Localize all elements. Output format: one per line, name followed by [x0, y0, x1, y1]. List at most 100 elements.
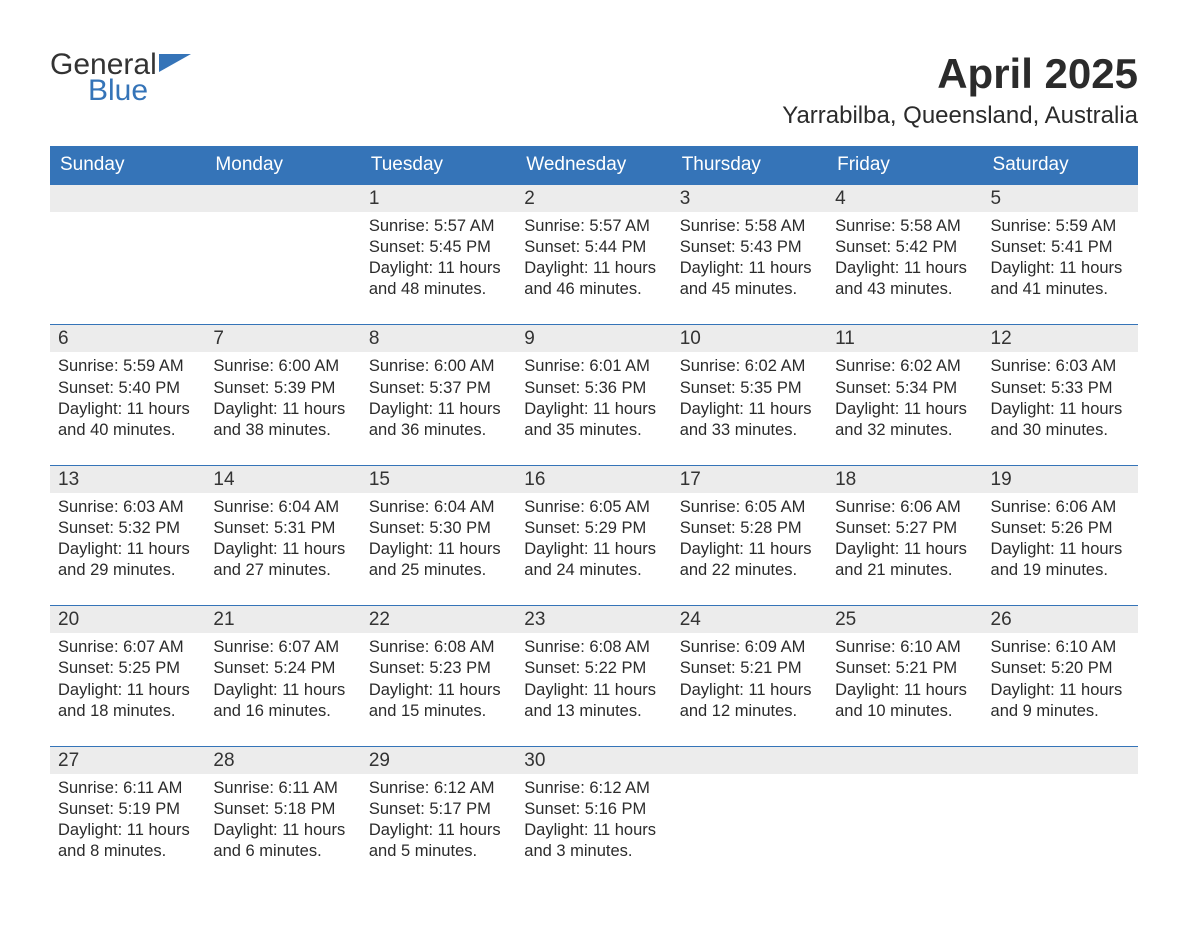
sunrise-line: Sunrise: 5:58 AM [835, 216, 974, 237]
title-block: April 2025 Yarrabilba, Queensland, Austr… [782, 50, 1138, 140]
day-number: 12 [983, 324, 1138, 352]
day-number [672, 746, 827, 774]
sunrise-line: Sunrise: 6:01 AM [524, 356, 663, 377]
day-number: 27 [50, 746, 205, 774]
sunset-line: Sunset: 5:40 PM [58, 378, 197, 399]
sunset-line: Sunset: 5:43 PM [680, 237, 819, 258]
sunset-line: Sunset: 5:22 PM [524, 658, 663, 679]
day-number: 9 [516, 324, 671, 352]
daylight-line: Daylight: 11 hours and 30 minutes. [991, 399, 1130, 441]
day-details: Sunrise: 6:09 AMSunset: 5:21 PMDaylight:… [672, 633, 827, 745]
calendar-page: General Blue April 2025 Yarrabilba, Quee… [0, 0, 1188, 936]
day-number: 13 [50, 465, 205, 493]
sunset-line: Sunset: 5:33 PM [991, 378, 1130, 399]
calendar-day-cell: 22Sunrise: 6:08 AMSunset: 5:23 PMDayligh… [361, 605, 516, 745]
sunset-line: Sunset: 5:44 PM [524, 237, 663, 258]
calendar-day-cell: 21Sunrise: 6:07 AMSunset: 5:24 PMDayligh… [205, 605, 360, 745]
sunset-line: Sunset: 5:34 PM [835, 378, 974, 399]
day-of-week-header: Thursday [672, 146, 827, 184]
day-details: Sunrise: 6:03 AMSunset: 5:32 PMDaylight:… [50, 493, 205, 605]
sunrise-line: Sunrise: 6:12 AM [524, 778, 663, 799]
day-of-week-header: Friday [827, 146, 982, 184]
day-details: Sunrise: 6:12 AMSunset: 5:16 PMDaylight:… [516, 774, 671, 886]
sail-icon [159, 54, 191, 72]
calendar-day-cell [983, 746, 1138, 886]
day-details: Sunrise: 6:08 AMSunset: 5:22 PMDaylight:… [516, 633, 671, 745]
daylight-line: Daylight: 11 hours and 45 minutes. [680, 258, 819, 300]
calendar-day-cell: 7Sunrise: 6:00 AMSunset: 5:39 PMDaylight… [205, 324, 360, 464]
sunrise-line: Sunrise: 6:06 AM [835, 497, 974, 518]
calendar-day-cell: 9Sunrise: 6:01 AMSunset: 5:36 PMDaylight… [516, 324, 671, 464]
day-details: Sunrise: 6:01 AMSunset: 5:36 PMDaylight:… [516, 352, 671, 464]
day-details: Sunrise: 6:04 AMSunset: 5:30 PMDaylight:… [361, 493, 516, 605]
daylight-line: Daylight: 11 hours and 18 minutes. [58, 680, 197, 722]
sunrise-line: Sunrise: 6:10 AM [835, 637, 974, 658]
day-details: Sunrise: 6:11 AMSunset: 5:19 PMDaylight:… [50, 774, 205, 886]
daylight-line: Daylight: 11 hours and 13 minutes. [524, 680, 663, 722]
calendar-day-cell: 18Sunrise: 6:06 AMSunset: 5:27 PMDayligh… [827, 465, 982, 605]
sunrise-line: Sunrise: 6:08 AM [524, 637, 663, 658]
day-number: 6 [50, 324, 205, 352]
calendar-day-cell: 16Sunrise: 6:05 AMSunset: 5:29 PMDayligh… [516, 465, 671, 605]
sunrise-line: Sunrise: 5:59 AM [991, 216, 1130, 237]
sunrise-line: Sunrise: 6:10 AM [991, 637, 1130, 658]
day-details: Sunrise: 5:57 AMSunset: 5:45 PMDaylight:… [361, 212, 516, 324]
day-details [672, 774, 827, 882]
daylight-line: Daylight: 11 hours and 32 minutes. [835, 399, 974, 441]
calendar-day-cell: 5Sunrise: 5:59 AMSunset: 5:41 PMDaylight… [983, 184, 1138, 324]
calendar-day-cell: 14Sunrise: 6:04 AMSunset: 5:31 PMDayligh… [205, 465, 360, 605]
day-details: Sunrise: 6:06 AMSunset: 5:26 PMDaylight:… [983, 493, 1138, 605]
day-number: 11 [827, 324, 982, 352]
day-number [205, 184, 360, 212]
calendar-day-cell [827, 746, 982, 886]
day-number: 29 [361, 746, 516, 774]
sunset-line: Sunset: 5:27 PM [835, 518, 974, 539]
calendar-day-cell [50, 184, 205, 324]
day-number: 2 [516, 184, 671, 212]
day-details [827, 774, 982, 882]
day-details: Sunrise: 6:00 AMSunset: 5:37 PMDaylight:… [361, 352, 516, 464]
sunrise-line: Sunrise: 6:07 AM [213, 637, 352, 658]
calendar-table: SundayMondayTuesdayWednesdayThursdayFrid… [50, 146, 1138, 886]
day-details: Sunrise: 6:05 AMSunset: 5:29 PMDaylight:… [516, 493, 671, 605]
day-number: 26 [983, 605, 1138, 633]
sunset-line: Sunset: 5:23 PM [369, 658, 508, 679]
sunset-line: Sunset: 5:30 PM [369, 518, 508, 539]
daylight-line: Daylight: 11 hours and 29 minutes. [58, 539, 197, 581]
calendar-day-cell: 28Sunrise: 6:11 AMSunset: 5:18 PMDayligh… [205, 746, 360, 886]
calendar-day-cell: 12Sunrise: 6:03 AMSunset: 5:33 PMDayligh… [983, 324, 1138, 464]
daylight-line: Daylight: 11 hours and 33 minutes. [680, 399, 819, 441]
calendar-day-cell: 26Sunrise: 6:10 AMSunset: 5:20 PMDayligh… [983, 605, 1138, 745]
day-details: Sunrise: 6:05 AMSunset: 5:28 PMDaylight:… [672, 493, 827, 605]
day-number: 28 [205, 746, 360, 774]
sunset-line: Sunset: 5:21 PM [835, 658, 974, 679]
sunset-line: Sunset: 5:39 PM [213, 378, 352, 399]
calendar-week-row: 27Sunrise: 6:11 AMSunset: 5:19 PMDayligh… [50, 746, 1138, 886]
calendar-day-cell: 27Sunrise: 6:11 AMSunset: 5:19 PMDayligh… [50, 746, 205, 886]
day-number: 18 [827, 465, 982, 493]
daylight-line: Daylight: 11 hours and 22 minutes. [680, 539, 819, 581]
day-of-week-header: Wednesday [516, 146, 671, 184]
generalblue-logo: General Blue [50, 50, 191, 106]
daylight-line: Daylight: 11 hours and 16 minutes. [213, 680, 352, 722]
sunset-line: Sunset: 5:37 PM [369, 378, 508, 399]
calendar-day-cell: 6Sunrise: 5:59 AMSunset: 5:40 PMDaylight… [50, 324, 205, 464]
day-number: 4 [827, 184, 982, 212]
day-of-week-header: Sunday [50, 146, 205, 184]
sunrise-line: Sunrise: 6:05 AM [680, 497, 819, 518]
sunset-line: Sunset: 5:25 PM [58, 658, 197, 679]
calendar-day-cell: 23Sunrise: 6:08 AMSunset: 5:22 PMDayligh… [516, 605, 671, 745]
day-details: Sunrise: 5:59 AMSunset: 5:41 PMDaylight:… [983, 212, 1138, 324]
sunset-line: Sunset: 5:26 PM [991, 518, 1130, 539]
daylight-line: Daylight: 11 hours and 19 minutes. [991, 539, 1130, 581]
sunrise-line: Sunrise: 5:57 AM [369, 216, 508, 237]
calendar-day-cell: 20Sunrise: 6:07 AMSunset: 5:25 PMDayligh… [50, 605, 205, 745]
sunrise-line: Sunrise: 5:59 AM [58, 356, 197, 377]
sunset-line: Sunset: 5:24 PM [213, 658, 352, 679]
sunrise-line: Sunrise: 5:57 AM [524, 216, 663, 237]
day-number: 24 [672, 605, 827, 633]
weeks-container: 1Sunrise: 5:57 AMSunset: 5:45 PMDaylight… [50, 184, 1138, 886]
sunset-line: Sunset: 5:42 PM [835, 237, 974, 258]
day-details [205, 212, 360, 320]
sunset-line: Sunset: 5:28 PM [680, 518, 819, 539]
